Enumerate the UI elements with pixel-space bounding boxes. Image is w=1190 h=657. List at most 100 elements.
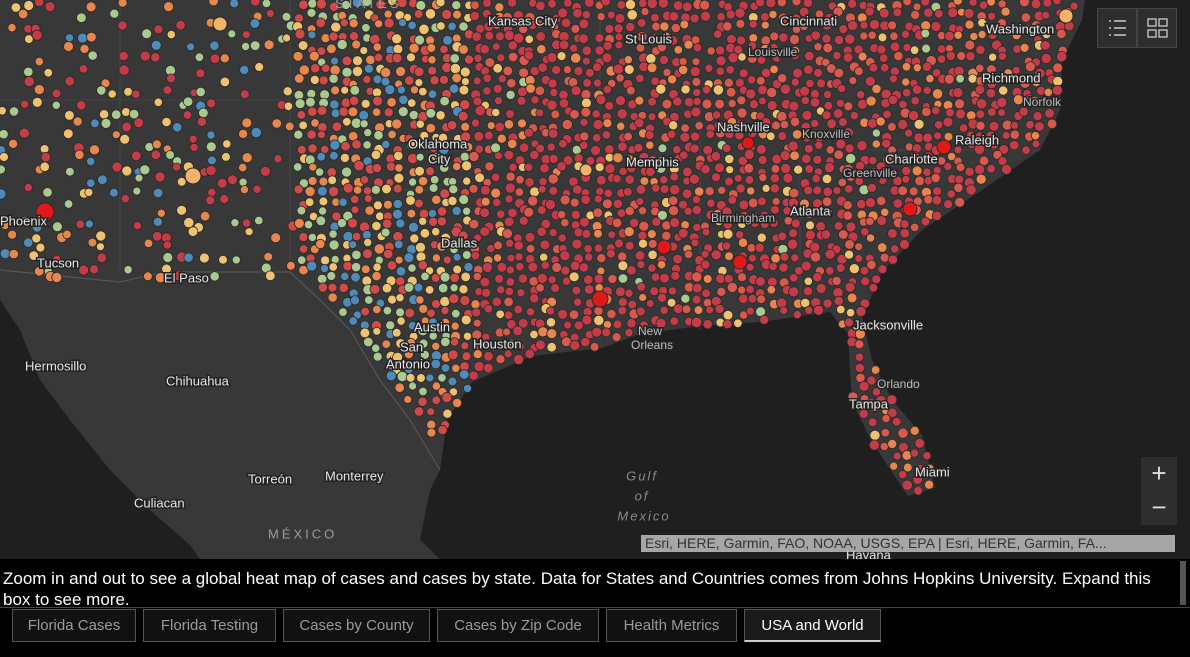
case-dot xyxy=(162,252,174,263)
case-dot xyxy=(517,273,529,284)
case-dot xyxy=(537,326,549,338)
case-dot xyxy=(484,30,495,41)
case-dot xyxy=(133,117,145,129)
case-dot xyxy=(435,0,446,8)
case-dot xyxy=(327,292,338,303)
case-dot xyxy=(854,362,866,374)
place-label: Oklahoma xyxy=(408,136,468,151)
case-dot xyxy=(593,194,603,204)
case-dot xyxy=(539,162,550,174)
case-dot xyxy=(584,252,594,262)
case-dot xyxy=(89,144,101,156)
case-dot xyxy=(876,195,887,206)
case-dot xyxy=(327,282,338,293)
zoom-in[interactable]: + xyxy=(1141,457,1177,492)
place-label: Norfolk xyxy=(1023,95,1062,109)
case-dot xyxy=(955,162,966,173)
case-dot xyxy=(800,260,812,272)
case-dot xyxy=(331,121,343,132)
case-dot xyxy=(416,373,426,383)
case-dot xyxy=(336,218,347,229)
case-dot xyxy=(626,9,638,21)
case-dot xyxy=(172,122,183,133)
case-dot xyxy=(909,151,921,162)
case-dot xyxy=(503,216,515,228)
case-dot xyxy=(691,204,702,215)
case-dot xyxy=(672,0,684,11)
case-dot xyxy=(779,149,791,161)
case-dot xyxy=(975,173,987,185)
case-dot xyxy=(307,106,318,117)
place-label: Jacksonville xyxy=(853,317,923,332)
legend-button[interactable] xyxy=(1097,8,1137,48)
basemap-button[interactable] xyxy=(1137,8,1177,48)
case-dot xyxy=(907,109,920,122)
case-dot xyxy=(107,89,117,99)
tab[interactable]: Florida Testing xyxy=(143,609,276,642)
legend-icon xyxy=(1109,20,1126,36)
tab[interactable]: Cases by Zip Code xyxy=(437,609,599,642)
scrollbar[interactable] xyxy=(1180,561,1186,605)
case-dot xyxy=(592,207,604,218)
case-dot xyxy=(352,185,363,195)
case-dot xyxy=(348,240,358,250)
case-dot xyxy=(623,55,633,65)
zoom-out[interactable]: − xyxy=(1141,491,1177,525)
case-dot xyxy=(768,261,778,272)
case-dot xyxy=(985,87,997,99)
case-dot xyxy=(569,339,581,351)
case-dot xyxy=(440,363,451,373)
case-dot xyxy=(64,75,75,87)
case-dot xyxy=(119,133,131,145)
case-dot xyxy=(65,33,75,43)
case-dot xyxy=(479,276,491,288)
case-dot xyxy=(679,19,690,30)
tab[interactable]: Cases by County xyxy=(283,609,430,642)
case-dot xyxy=(17,8,29,20)
tab[interactable]: Florida Cases xyxy=(12,609,136,642)
case-dot xyxy=(229,0,240,9)
case-dot xyxy=(1020,12,1032,23)
place-label: Torreón xyxy=(248,471,292,486)
case-dot xyxy=(538,177,548,187)
case-dot xyxy=(209,53,221,64)
case-dot xyxy=(748,253,757,263)
case-dot xyxy=(765,0,777,9)
case-dot xyxy=(441,391,453,403)
case-dot xyxy=(172,162,182,172)
case-dot xyxy=(909,45,920,55)
case-dot xyxy=(239,89,250,100)
case-dot xyxy=(395,218,406,229)
case-dot xyxy=(474,105,486,117)
case-dot xyxy=(536,226,547,237)
case-dot xyxy=(327,175,338,186)
case-dot xyxy=(869,19,881,31)
case-dot xyxy=(936,54,947,64)
case-dot xyxy=(336,39,348,51)
case-dot xyxy=(535,143,545,154)
case-dot xyxy=(471,31,482,42)
tab[interactable]: Health Metrics xyxy=(606,609,737,642)
case-dot xyxy=(536,205,547,216)
case-dot xyxy=(523,50,534,61)
case-dot xyxy=(914,175,925,187)
case-dot xyxy=(469,10,480,21)
case-dot xyxy=(131,89,141,99)
case-dot xyxy=(882,109,892,120)
case-dot xyxy=(109,8,120,19)
case-dot xyxy=(316,46,327,56)
case-dot xyxy=(592,62,602,73)
case-dot xyxy=(748,33,759,43)
case-dot xyxy=(744,175,755,185)
case-dot xyxy=(745,306,755,316)
case-dot xyxy=(546,99,558,111)
case-dot xyxy=(440,305,450,315)
case-dot xyxy=(758,96,767,106)
case-dots xyxy=(0,0,1079,496)
border xyxy=(0,269,441,471)
case-dot xyxy=(690,238,700,248)
case-dot xyxy=(90,118,100,129)
case-dot xyxy=(417,260,428,271)
tab[interactable]: USA and World xyxy=(744,609,881,642)
case-dot xyxy=(889,31,899,41)
